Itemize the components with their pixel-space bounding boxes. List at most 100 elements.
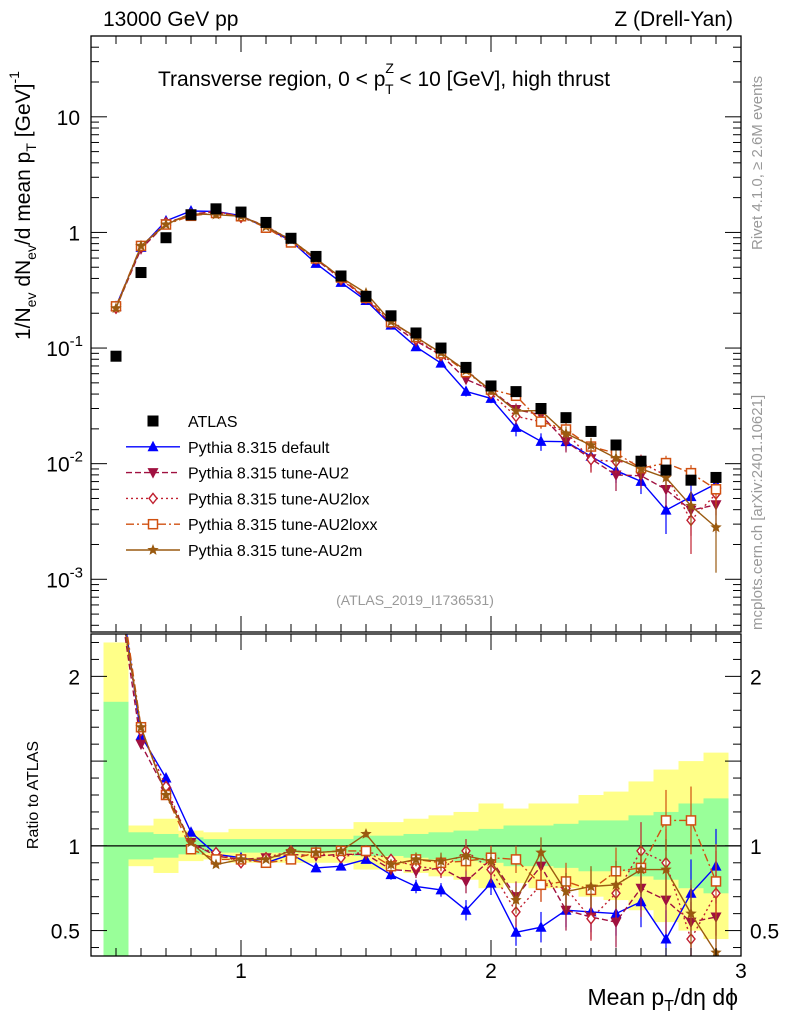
data-point — [160, 232, 172, 244]
series-ratio-point — [385, 858, 397, 870]
plot-title: Transverse region, 0 < pZ T < 10 [GeV], h… — [158, 60, 610, 97]
data-point — [210, 203, 222, 215]
x-tick-label: 2 — [485, 960, 497, 983]
y-tick-label: 1 — [68, 222, 80, 245]
series-ratio-point — [560, 905, 572, 917]
series-ratio-point — [660, 895, 672, 907]
legend-marker — [148, 492, 158, 505]
series-ratio-point — [210, 858, 222, 870]
series-ratio-point — [660, 863, 672, 875]
series-point — [135, 239, 147, 251]
series-ratio-point — [460, 850, 472, 861]
legend-marker — [147, 415, 159, 427]
series-ratio-point — [610, 917, 622, 929]
series-ratio-point — [435, 883, 447, 895]
series-point — [586, 453, 596, 466]
ratio-y-tick-label-right: 2 — [750, 666, 762, 689]
data-point — [110, 350, 122, 362]
main-plot-area — [110, 203, 722, 573]
x-tick-label: 1 — [235, 960, 247, 983]
series-ratio-point — [135, 721, 147, 733]
axes: 1 2 3 10-3 10-2 10-1 1 10 0.5 0.5 1 1 2 2 — [46, 35, 779, 983]
series-point — [635, 462, 647, 474]
data-point — [335, 270, 347, 282]
series-point — [710, 484, 722, 495]
legend-label: Pythia 8.315 tune-AU2m — [188, 543, 362, 560]
series-ratio-point — [435, 855, 447, 866]
series-ratio-point — [485, 855, 497, 866]
series-ratio-point — [410, 880, 422, 892]
series-point — [610, 452, 622, 463]
data-point — [485, 380, 497, 392]
series-ratio-point — [660, 933, 672, 944]
data-point — [685, 474, 697, 486]
series-ratio-point — [135, 739, 147, 751]
series-point — [710, 521, 722, 533]
header-right: Z (Drell-Yan) — [614, 8, 733, 31]
series-point — [660, 471, 672, 483]
series-ratio-point — [110, 569, 121, 580]
data-point — [285, 232, 297, 244]
legend: ATLAS Pythia 8.315 default Pythia 8.315 tu… — [126, 414, 377, 560]
analysis-id-label: (ATLAS_2019_I1736531) — [336, 592, 494, 608]
legend-label: ATLAS — [188, 414, 238, 431]
x-axis-label: Mean pT/dη dϕ — [587, 984, 738, 1015]
series-ratio-point — [360, 845, 372, 857]
series-point — [460, 385, 472, 396]
header-left: 13000 GeV pp — [103, 8, 238, 31]
data-point — [460, 361, 472, 373]
series-ratio-point — [235, 853, 247, 865]
legend-label: Pythia 8.315 tune-AU2lox — [188, 491, 369, 508]
series-point — [685, 499, 697, 511]
data-point — [135, 267, 147, 279]
series-point — [535, 416, 547, 427]
data-point — [635, 455, 647, 467]
data-point — [385, 310, 397, 322]
series-ratio-point — [335, 844, 347, 856]
series-ratio-point — [185, 836, 197, 848]
data-point — [410, 327, 422, 339]
data-point — [360, 290, 372, 302]
data-point — [435, 342, 447, 354]
data-point — [660, 464, 672, 476]
band-inner-bin — [103, 701, 129, 956]
y-axis-label: 1/Nev dNev/d mean pT [GeV]-1 — [6, 71, 39, 340]
series-ratio-point — [310, 861, 322, 873]
series-point — [110, 302, 122, 314]
data-point — [560, 412, 572, 424]
mcplots-label: mcplots.cern.ch [arXiv:2401.10621] — [749, 395, 766, 630]
data-point — [510, 386, 522, 398]
legend-label: Pythia 8.315 tune-AU2loxx — [188, 517, 377, 534]
series-ratio-point — [285, 844, 297, 856]
series-ratio-point — [160, 772, 172, 783]
series-ratio-point — [260, 853, 272, 865]
ratio-uncertainty-bands — [103, 642, 729, 956]
series-ratio-point — [310, 846, 322, 858]
series-ratio-point — [535, 879, 547, 891]
series-ratio-point — [586, 912, 596, 925]
ratio-y-axis-label: Ratio to ATLAS — [25, 741, 42, 849]
series-ratio-point — [610, 878, 622, 890]
legend-marker — [147, 440, 159, 452]
series-point — [660, 484, 672, 496]
series-ratio-point — [510, 894, 522, 905]
legend-label: Pythia 8.315 default — [188, 440, 330, 457]
series-ratio-point — [685, 815, 697, 826]
series-ratio-point — [111, 552, 122, 563]
series-ratio-point — [410, 853, 422, 865]
series-ratio-point — [535, 921, 547, 932]
y-tick-label: 10 — [57, 107, 80, 130]
ratio-plot-area — [91, 552, 741, 956]
legend-marker — [147, 518, 159, 530]
data-point — [310, 250, 322, 262]
ratio-y-tick-label-right: 0.5 — [750, 921, 779, 944]
series-point — [585, 439, 597, 451]
x-tick-label: 3 — [735, 960, 747, 983]
data-point — [535, 403, 547, 415]
series-ratio-point — [185, 826, 197, 837]
data-point — [710, 471, 722, 483]
series-point — [510, 405, 522, 416]
series-point — [660, 504, 672, 515]
series-ratio-point — [560, 885, 572, 897]
series-ratio-point — [460, 876, 472, 888]
